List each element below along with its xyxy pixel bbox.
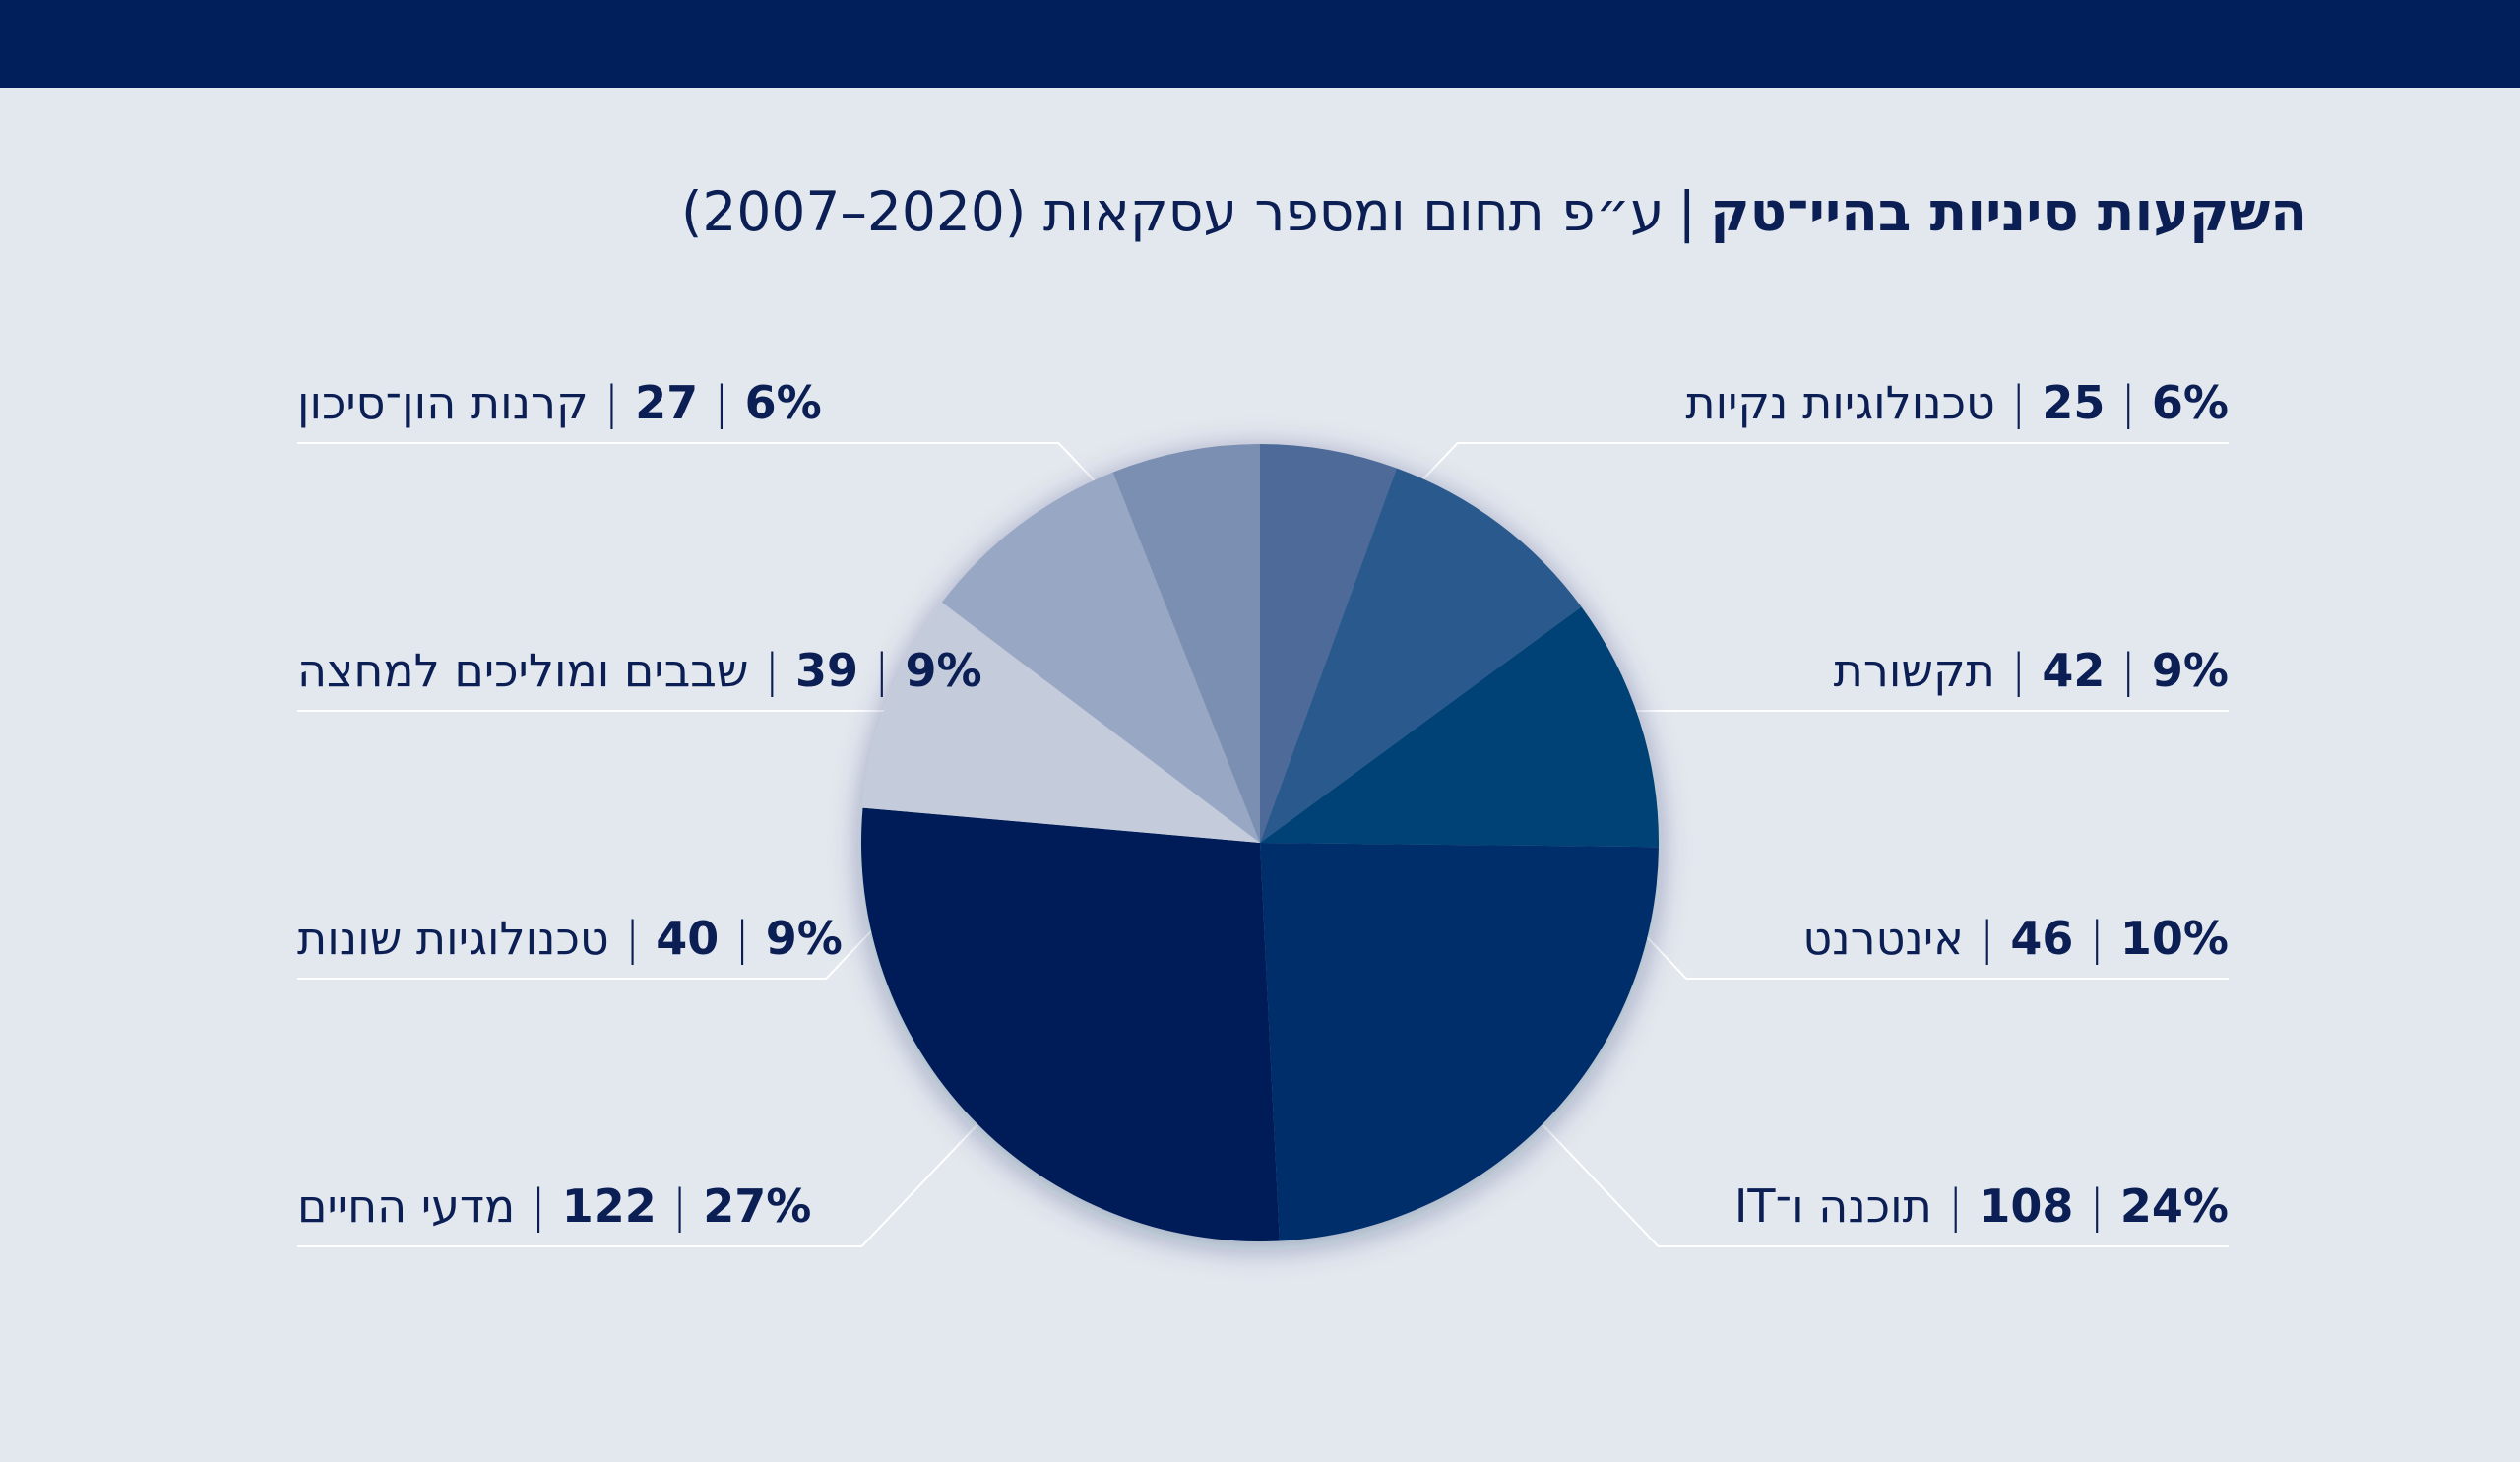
top-header-bar	[0, 0, 2520, 88]
pie-slice-3	[1260, 843, 1659, 1241]
chart-title-separator: |	[1677, 180, 1697, 243]
slice-label-2: 10% | 46 | אינטרנט	[1802, 902, 2229, 975]
label-divider: |	[2089, 1179, 2105, 1233]
slice-label-1: 9% | 42 | תקשורת	[1834, 634, 2229, 707]
slice-name-5: טכנולוגיות שונות	[297, 912, 609, 965]
slice-percent-7: 6%	[744, 376, 822, 429]
pie-slice-0	[1260, 444, 1397, 843]
slice-name-3: תוכנה ו־IT	[1733, 1179, 1932, 1233]
slice-percent-0: 6%	[2151, 376, 2229, 429]
pie-slice-2	[1260, 606, 1660, 848]
label-divider: |	[603, 376, 620, 429]
slice-percent-1: 9%	[2151, 644, 2229, 697]
label-divider: |	[714, 376, 729, 429]
slice-label-0: 6% | 25 | טכנולוגיות נקיות	[1685, 366, 2229, 439]
label-divider: |	[1979, 912, 1995, 965]
slice-name-1: תקשורת	[1833, 644, 1995, 697]
slice-label-5: 9% | 40 | טכנולוגיות שונות	[297, 902, 843, 975]
slice-percent-2: 10%	[2119, 912, 2229, 965]
slice-count-5: 40	[656, 912, 720, 965]
label-divider: |	[764, 644, 781, 697]
slice-percent-4: 27%	[703, 1179, 812, 1233]
chart-title-main: השקעות סיניות בהיי־טק	[1710, 180, 2307, 243]
slice-label-3: 24% | 108 | תוכנה ו־IT	[1734, 1170, 2229, 1242]
label-divider: |	[2010, 376, 2027, 429]
label-divider: |	[2010, 644, 2027, 697]
label-divider: |	[624, 912, 641, 965]
slice-count-0: 25	[2042, 376, 2106, 429]
slice-count-7: 27	[635, 376, 699, 429]
slice-name-6: שבבים ומוליכים למחצה	[297, 644, 749, 697]
slice-percent-5: 9%	[765, 912, 843, 965]
pie-slices	[861, 444, 1660, 1241]
slice-count-4: 122	[561, 1179, 657, 1233]
label-divider: |	[2120, 376, 2136, 429]
slice-label-7: 6% | 27 | קרנות הון־סיכון	[297, 366, 822, 439]
pie-slice-1	[1260, 468, 1582, 843]
label-divider: |	[671, 1179, 688, 1233]
pie-slice-6	[941, 472, 1260, 843]
slice-label-6: 9% | 39 | שבבים ומוליכים למחצה	[297, 634, 982, 707]
chart-title-subtitle: ע״פ תחום ומספר עסקאות (2020–2007)	[680, 180, 1665, 243]
label-divider: |	[2089, 912, 2105, 965]
slice-label-4: 27% | 122 | מדעי החיים	[297, 1170, 811, 1242]
slice-count-1: 42	[2042, 644, 2106, 697]
label-divider: |	[1947, 1179, 1964, 1233]
slice-name-7: קרנות הון־סיכון	[297, 376, 589, 429]
label-divider: |	[2120, 644, 2136, 697]
slice-name-2: אינטרנט	[1802, 912, 1964, 965]
slice-percent-6: 9%	[905, 644, 982, 697]
slice-count-3: 108	[1979, 1179, 2074, 1233]
label-divider: |	[734, 912, 750, 965]
slice-name-0: טכנולוגיות נקיות	[1685, 376, 1995, 429]
pie-slice-7	[1112, 444, 1260, 843]
pie-slice-4	[861, 807, 1280, 1241]
slice-count-2: 46	[2010, 912, 2074, 965]
slice-name-4: מדעי החיים	[297, 1179, 516, 1233]
chart-title: השקעות סיניות בהיי־טק|ע״פ תחום ומספר עסק…	[681, 167, 2307, 256]
slice-count-6: 39	[795, 644, 859, 697]
pie-slice-5	[862, 602, 1260, 843]
label-divider: |	[874, 644, 890, 697]
slice-percent-3: 24%	[2119, 1179, 2229, 1233]
label-divider: |	[531, 1179, 546, 1233]
